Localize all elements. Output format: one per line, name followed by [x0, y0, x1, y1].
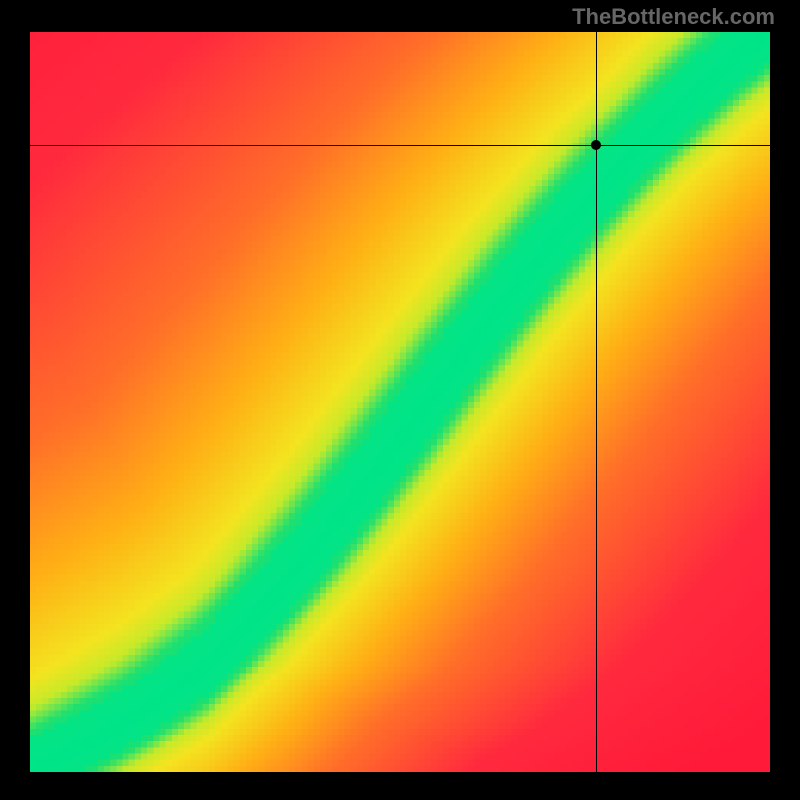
crosshair-horizontal-line: [30, 145, 770, 146]
chart-container: TheBottleneck.com: [0, 0, 800, 800]
watermark-text: TheBottleneck.com: [572, 4, 775, 30]
bottleneck-heatmap: [30, 32, 770, 772]
